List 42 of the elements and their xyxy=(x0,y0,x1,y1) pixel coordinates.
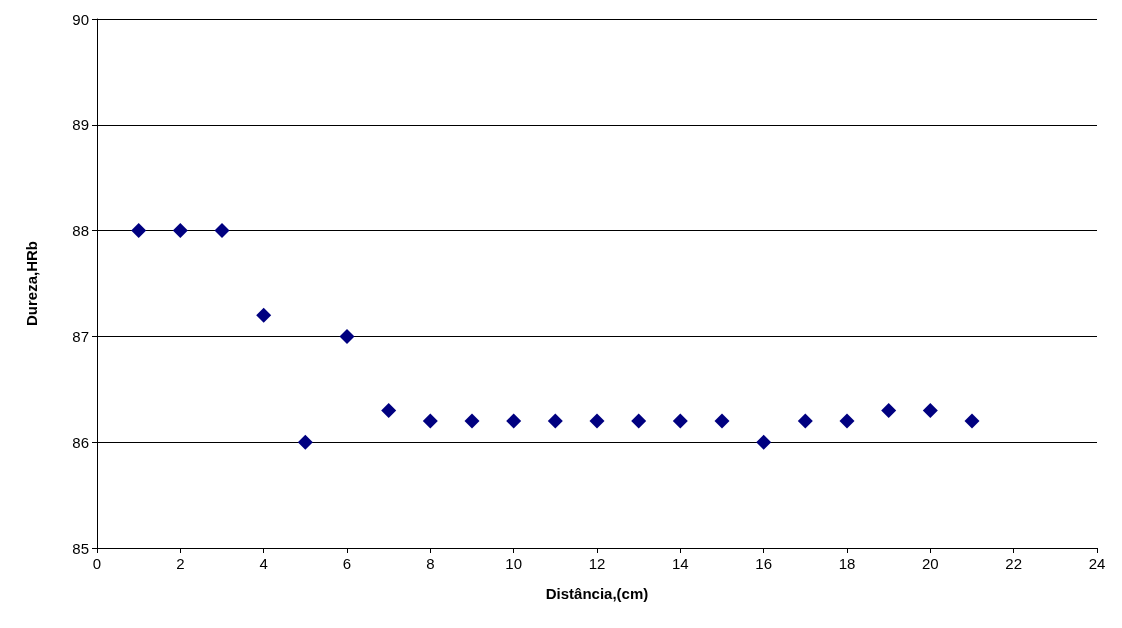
y-tick-label: 87 xyxy=(72,327,89,345)
x-tick-label: 2 xyxy=(176,555,185,572)
point xyxy=(339,328,355,344)
point xyxy=(839,413,855,429)
x-tick-label: 24 xyxy=(1088,555,1106,572)
point xyxy=(256,307,272,323)
point xyxy=(464,413,480,429)
x-tick-label: 12 xyxy=(588,555,606,572)
point xyxy=(506,413,522,429)
point xyxy=(922,402,938,418)
x-tick-label: 10 xyxy=(505,555,523,572)
point xyxy=(714,413,730,429)
point xyxy=(881,402,897,418)
x-tick-label: 16 xyxy=(755,555,773,572)
point xyxy=(422,413,438,429)
x-tick-label: 20 xyxy=(921,555,939,572)
x-axis-title: Distância,(cm) xyxy=(545,585,649,602)
y-tick-label: 88 xyxy=(72,222,89,240)
x-tick-label: 14 xyxy=(671,555,689,572)
x-tick-label: 0 xyxy=(92,555,102,572)
y-tick-label: 86 xyxy=(72,433,89,451)
y-tick-label: 90 xyxy=(72,10,89,28)
point xyxy=(631,413,647,429)
point xyxy=(964,413,980,429)
point xyxy=(297,434,313,450)
point xyxy=(797,413,813,429)
point xyxy=(547,413,563,429)
point xyxy=(589,413,605,429)
x-tick-label: 4 xyxy=(259,555,268,572)
x-tick-label: 22 xyxy=(1005,555,1023,572)
x-tick-label: 8 xyxy=(426,555,435,572)
y-tick-label: 89 xyxy=(72,116,89,134)
point xyxy=(381,402,397,418)
point xyxy=(172,223,188,239)
point xyxy=(672,413,688,429)
point xyxy=(131,223,147,239)
point xyxy=(214,223,230,239)
x-tick-label: 6 xyxy=(342,555,352,572)
x-tick-label: 18 xyxy=(838,555,856,572)
point xyxy=(756,434,772,450)
y-tick-label: 85 xyxy=(72,539,89,557)
y-axis-title: Dureza,HRb xyxy=(23,240,40,327)
